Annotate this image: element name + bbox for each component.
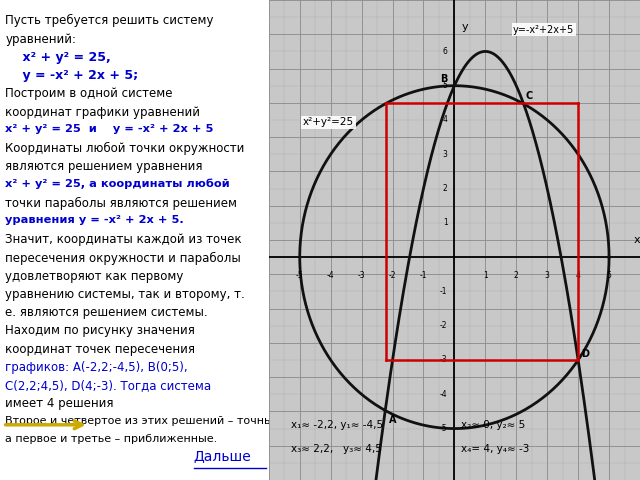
Text: е. являются решением системы.: е. являются решением системы. <box>5 306 208 319</box>
Text: 5: 5 <box>443 81 447 90</box>
Text: являются решением уравнения: являются решением уравнения <box>5 160 203 173</box>
Text: уравнению системы, так и второму, т.: уравнению системы, так и второму, т. <box>5 288 245 301</box>
Text: Значит, координаты каждой из точек: Значит, координаты каждой из точек <box>5 233 242 246</box>
Text: x² + y² = 25,: x² + y² = 25, <box>5 51 111 64</box>
Text: удовлетворяют как первому: удовлетворяют как первому <box>5 270 184 283</box>
Text: x²+y²=25: x²+y²=25 <box>303 117 354 127</box>
Text: 4: 4 <box>576 271 580 280</box>
Text: Пусть требуется решить систему: Пусть требуется решить систему <box>5 14 214 27</box>
Text: y: y <box>462 22 468 32</box>
Text: уравнения y = -x² + 2x + 5.: уравнения y = -x² + 2x + 5. <box>5 215 184 225</box>
Text: y=-x²+2x+5: y=-x²+2x+5 <box>513 24 575 35</box>
Text: C: C <box>525 91 532 101</box>
Text: Второе и четвертое из этих решений – точные,: Второе и четвертое из этих решений – точ… <box>5 416 284 426</box>
Text: графиков: A(-2,2;-4,5), B(0;5),: графиков: A(-2,2;-4,5), B(0;5), <box>5 361 188 374</box>
Text: -1: -1 <box>440 287 447 296</box>
Text: 5: 5 <box>607 271 611 280</box>
Text: x₃≈ 2,2,   y₃≈ 4,5: x₃≈ 2,2, y₃≈ 4,5 <box>291 444 382 454</box>
Text: -4: -4 <box>327 271 335 280</box>
Text: Построим в одной системе: Построим в одной системе <box>5 87 173 100</box>
Text: точки параболы являются решением: точки параболы являются решением <box>5 197 237 210</box>
Text: 1: 1 <box>483 271 488 280</box>
Text: 3: 3 <box>545 271 550 280</box>
Text: Координаты любой точки окружности: Координаты любой точки окружности <box>5 142 244 155</box>
Text: -5: -5 <box>296 271 303 280</box>
Text: 1: 1 <box>443 218 447 228</box>
Text: 6: 6 <box>443 47 447 56</box>
Text: -3: -3 <box>358 271 365 280</box>
Text: x: x <box>634 235 640 245</box>
Text: -2: -2 <box>388 271 396 280</box>
Text: x₄= 4, y₄≈ -3: x₄= 4, y₄≈ -3 <box>461 444 529 454</box>
Text: пересечения окружности и параболы: пересечения окружности и параболы <box>5 252 241 264</box>
Text: Находим по рисунку значения: Находим по рисунку значения <box>5 324 195 337</box>
Text: а первое и третье – приближенные.: а первое и третье – приближенные. <box>5 434 218 444</box>
Text: x² + y² = 25, а координаты любой: x² + y² = 25, а координаты любой <box>5 179 230 189</box>
Text: имеет 4 решения: имеет 4 решения <box>5 397 114 410</box>
Text: x₂≈ 0, y₂≈ 5: x₂≈ 0, y₂≈ 5 <box>461 420 525 430</box>
Text: A: A <box>389 415 397 425</box>
Text: 4: 4 <box>443 116 447 124</box>
Text: 3: 3 <box>443 150 447 159</box>
Text: y = -x² + 2x + 5;: y = -x² + 2x + 5; <box>5 69 138 82</box>
Text: -2: -2 <box>440 321 447 330</box>
Text: -1: -1 <box>420 271 428 280</box>
Text: -4: -4 <box>440 390 447 399</box>
Text: D: D <box>581 348 589 359</box>
Text: -5: -5 <box>440 424 447 433</box>
Text: B: B <box>440 74 448 84</box>
Text: C(2,2;4,5), D(4;-3). Тогда система: C(2,2;4,5), D(4;-3). Тогда система <box>5 379 211 392</box>
Text: 2: 2 <box>443 184 447 193</box>
Text: x² + y² = 25  и    y = -x² + 2x + 5: x² + y² = 25 и y = -x² + 2x + 5 <box>5 124 214 134</box>
Text: координат графики уравнений: координат графики уравнений <box>5 106 200 119</box>
Text: уравнений:: уравнений: <box>5 33 76 46</box>
Text: 2: 2 <box>514 271 518 280</box>
Text: Дальше: Дальше <box>193 449 252 463</box>
Text: x₁≈ -2,2, y₁≈ -4,5: x₁≈ -2,2, y₁≈ -4,5 <box>291 420 383 430</box>
Text: координат точек пересечения: координат точек пересечения <box>5 343 195 356</box>
Text: -3: -3 <box>440 356 447 364</box>
